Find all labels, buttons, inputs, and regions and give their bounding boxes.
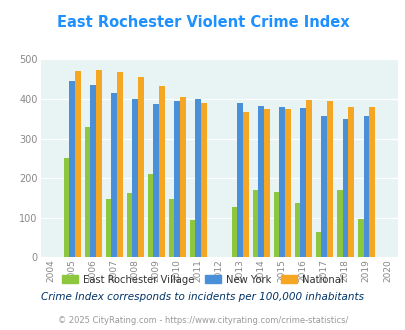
Bar xyxy=(105,199,111,257)
Bar xyxy=(252,190,258,257)
Bar xyxy=(126,193,132,257)
Bar xyxy=(132,99,138,257)
Bar xyxy=(64,158,69,257)
Bar xyxy=(336,190,342,257)
Bar xyxy=(75,71,81,257)
Bar xyxy=(279,107,284,257)
Bar xyxy=(69,81,75,257)
Bar xyxy=(111,93,117,257)
Bar xyxy=(326,101,332,257)
Bar xyxy=(117,73,122,257)
Bar xyxy=(284,109,290,257)
Bar xyxy=(159,86,164,257)
Text: East Rochester Violent Crime Index: East Rochester Violent Crime Index xyxy=(57,15,348,30)
Bar xyxy=(357,219,362,257)
Bar xyxy=(342,119,347,257)
Bar xyxy=(300,108,305,257)
Bar xyxy=(294,203,300,257)
Bar xyxy=(147,174,153,257)
Bar xyxy=(96,70,101,257)
Bar xyxy=(321,116,326,257)
Bar xyxy=(231,207,237,257)
Bar xyxy=(368,107,374,257)
Bar xyxy=(347,107,353,257)
Text: Crime Index corresponds to incidents per 100,000 inhabitants: Crime Index corresponds to incidents per… xyxy=(41,292,364,302)
Bar xyxy=(264,109,269,257)
Bar xyxy=(315,232,321,257)
Text: © 2025 CityRating.com - https://www.cityrating.com/crime-statistics/: © 2025 CityRating.com - https://www.city… xyxy=(58,315,347,325)
Bar xyxy=(138,77,143,257)
Bar xyxy=(237,103,243,257)
Legend: East Rochester Village, New York, National: East Rochester Village, New York, Nation… xyxy=(58,271,347,289)
Bar xyxy=(189,220,195,257)
Bar xyxy=(84,127,90,257)
Bar xyxy=(174,101,179,257)
Bar xyxy=(168,199,174,257)
Bar xyxy=(153,104,159,257)
Bar xyxy=(273,192,279,257)
Bar xyxy=(200,103,206,257)
Bar xyxy=(305,100,311,257)
Bar xyxy=(179,97,185,257)
Bar xyxy=(90,85,96,257)
Bar xyxy=(258,106,264,257)
Bar xyxy=(362,116,368,257)
Bar xyxy=(195,99,200,257)
Bar xyxy=(243,112,248,257)
